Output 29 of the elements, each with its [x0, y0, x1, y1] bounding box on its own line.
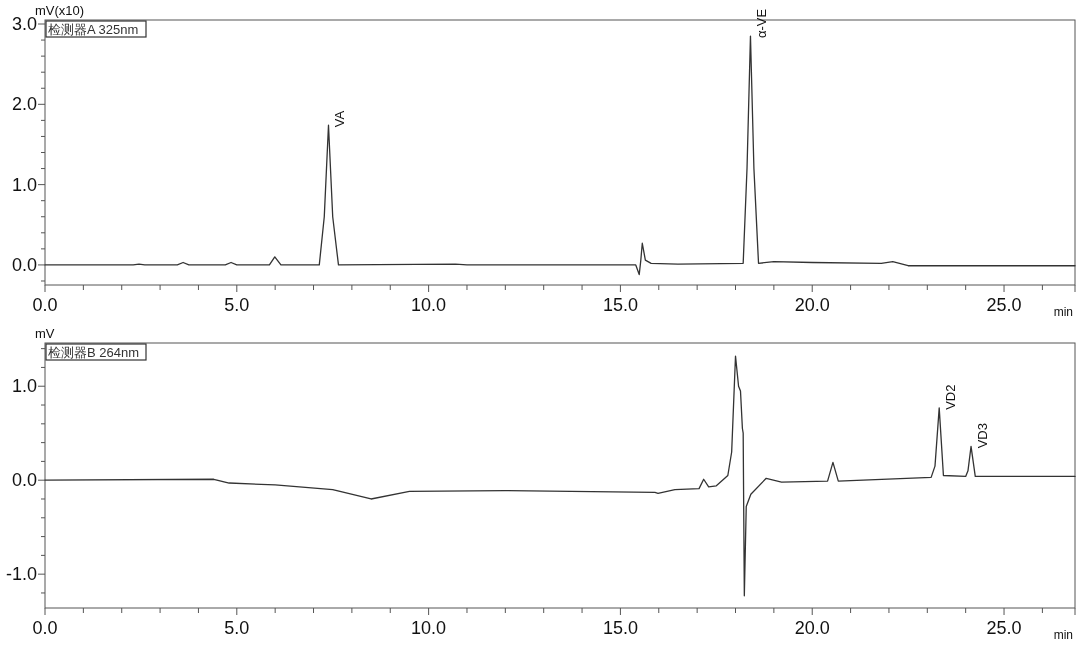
annotation: VD3 [975, 423, 991, 449]
y-tick-label: 2.0 [11, 94, 37, 115]
annotation: VD2 [943, 384, 959, 410]
annotation: α-VE [754, 8, 770, 39]
x-tick-label: 10.0 [411, 618, 447, 638]
text: 检测器B 264nm [48, 345, 140, 360]
y-tick-label: 1.0 [11, 174, 37, 195]
y-tick-label: 1.0 [11, 376, 37, 397]
x-axis-title: min [1053, 305, 1073, 319]
x-axis-title: min [1053, 628, 1073, 642]
x-tick-label: 5.0 [224, 618, 250, 638]
x-tick-label: 20.0 [794, 295, 830, 315]
x-tick-label: 15.0 [602, 618, 638, 638]
y-tick-label: -1.0 [5, 564, 37, 585]
x-tick-label: 0.0 [32, 618, 58, 638]
x-tick-label: 25.0 [986, 295, 1022, 315]
x-tick-label: 15.0 [602, 295, 638, 315]
y-tick-label: 0.0 [11, 470, 37, 491]
x-tick-label: 0.0 [32, 295, 58, 315]
y-tick-label: 3.0 [11, 14, 37, 35]
y-axis-title: mV [35, 326, 55, 341]
y-tick-label: 0.0 [11, 254, 37, 275]
x-tick-label: 10.0 [411, 295, 447, 315]
y-axis-title: mV(x10) [35, 3, 85, 18]
text: 检测器A 325nm [48, 22, 139, 37]
x-tick-label: 20.0 [794, 618, 830, 638]
x-tick-label: 5.0 [224, 295, 250, 315]
annotation: VA [332, 110, 348, 128]
x-tick-label: 25.0 [986, 618, 1022, 638]
